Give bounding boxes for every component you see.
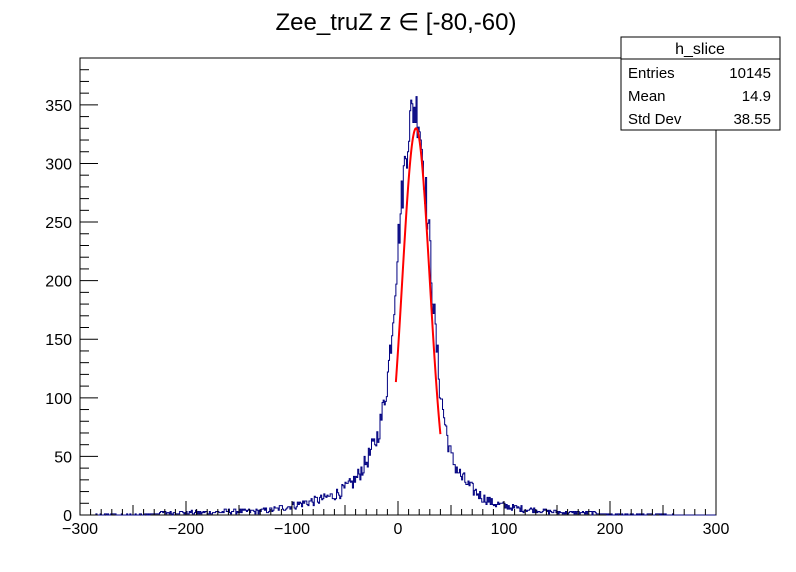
x-tick-label: −100 — [274, 521, 310, 538]
y-tick-label: 0 — [63, 508, 72, 525]
x-tick-label: −200 — [168, 521, 204, 538]
stats-entries-label: Entries — [628, 65, 675, 82]
y-tick-label: 300 — [45, 156, 72, 173]
stats-mean-label: Mean — [628, 88, 666, 105]
stats-entries-value: 10145 — [729, 65, 771, 82]
x-tick-label: −300 — [62, 521, 98, 538]
x-tick-label: 0 — [394, 521, 403, 538]
fit-layer — [394, 127, 442, 435]
stats-stddev-value: 38.55 — [733, 111, 771, 128]
y-tick-label: 100 — [45, 391, 72, 408]
x-tick-label: 100 — [491, 521, 518, 538]
stats-box-name: h_slice — [675, 41, 725, 58]
stats-mean-value: 14.9 — [742, 88, 771, 105]
y-tick-label: 200 — [45, 274, 72, 291]
y-tick-label: 150 — [45, 332, 72, 349]
y-tick-label: 250 — [45, 215, 72, 232]
y-tick-label: 50 — [54, 449, 72, 466]
fit-curve — [394, 127, 442, 435]
y-tick-label: 350 — [45, 98, 72, 115]
histogram-series — [80, 96, 716, 516]
histogram-layer — [80, 96, 716, 516]
chart-title: Zee_truZ z ∈ [-80,-60) — [276, 9, 517, 36]
x-tick-label: 200 — [597, 521, 624, 538]
x-tick-label: 300 — [703, 521, 730, 538]
stats-stddev-label: Std Dev — [628, 111, 682, 128]
stats-box-frame — [620, 36, 781, 131]
stats-box: h_slice Entries 10145 Mean 14.9 Std Dev … — [620, 36, 781, 131]
axes-layer: −300 −200 −100 0 100 200 300 0 50 100 150 200 250 300… — [45, 57, 730, 538]
